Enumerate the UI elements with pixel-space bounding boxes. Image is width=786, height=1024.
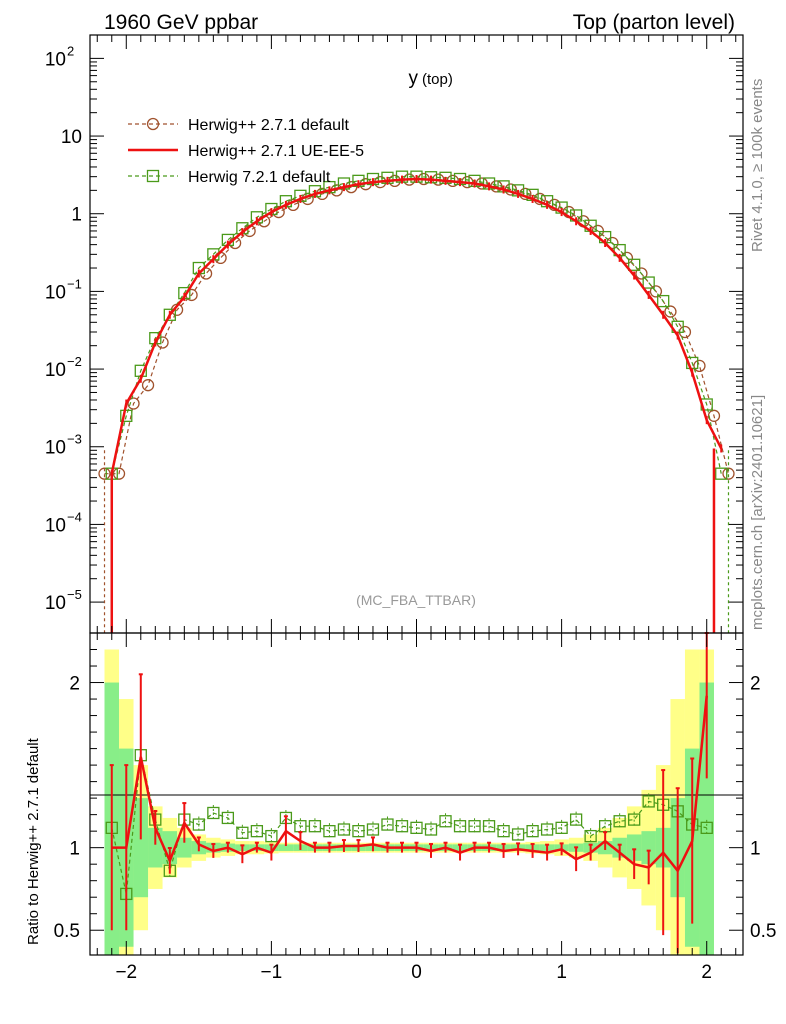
y-tick-label: 10: [45, 360, 66, 381]
ratio-point-herwig7: [468, 820, 481, 833]
y-tick-exponent: −2: [67, 354, 82, 369]
band-inner: [626, 834, 642, 861]
point-herwig-default: [693, 359, 706, 373]
band-inner: [177, 837, 192, 858]
point-herwig7: [657, 294, 670, 308]
ratio-point-herwig7: [250, 825, 264, 838]
band-inner: [133, 798, 149, 898]
ratio-y-tick-label-right: 2: [750, 674, 761, 695]
x-tick-label: 2: [701, 962, 712, 983]
point-herwig-default: [112, 467, 126, 480]
ratio-y-tick-label-right: 1: [750, 839, 761, 860]
plot-title: y: [409, 68, 419, 89]
ratio-point-herwig7: [453, 820, 467, 833]
legend-entry-herwig-default: Herwig++ 2.7.1 default: [128, 117, 350, 134]
point-herwig7: [686, 356, 699, 370]
ratio-line-herwig7: [111, 755, 707, 895]
ratio-point-herwig7: [439, 815, 452, 828]
ratio-point-herwig7: [337, 823, 351, 836]
ratio-point-herwig7: [308, 820, 322, 833]
y-tick-exponent: −5: [67, 587, 82, 602]
ratio-point-herwig7: [540, 823, 554, 836]
ratio-point-herwig7: [642, 795, 655, 808]
ratio-point-herwig7: [569, 813, 583, 826]
y-tick-label: 10: [45, 593, 66, 614]
ratio-point-herwig7: [526, 825, 539, 838]
ratio-point-herwig7: [424, 823, 438, 836]
ratio-y-tick-label-left: 1: [69, 839, 80, 860]
legend-label-herwig-ueee5: Herwig++ 2.7.1 UE-EE-5: [188, 143, 364, 160]
ratio-y-tick-label-left: 2: [69, 674, 80, 695]
point-herwig7: [120, 409, 133, 422]
y-tick-exponent: −4: [67, 509, 82, 524]
point-herwig-default: [156, 336, 169, 349]
legend: Herwig++ 2.7.1 default Herwig++ 2.7.1 UE…: [128, 117, 364, 186]
point-herwig7: [628, 258, 641, 271]
y-tick-label: 10: [45, 515, 66, 536]
y-tick-label: 10: [45, 282, 66, 303]
ratio-y-tick-label-left: 0.5: [54, 921, 80, 942]
ratio-point-herwig7: [613, 815, 626, 828]
point-herwig7: [163, 308, 176, 321]
analysis-label: (MC_FBA_TTBAR): [356, 592, 476, 608]
ratio-line-herwig-ueee5: [111, 695, 708, 874]
plot-title-sub: (top): [422, 71, 453, 88]
ratio-point-herwig7: [584, 829, 597, 843]
ratio-ylabel: Ratio to Herwig++ 2.7.1 default: [25, 737, 42, 945]
header-left: 1960 GeV ppbar: [104, 11, 258, 34]
ratio-point-herwig7: [555, 821, 568, 835]
legend-entry-herwig7: Herwig 7.2.1 default: [128, 169, 331, 186]
ratio-point-herwig7: [628, 813, 641, 826]
point-herwig-default: [707, 409, 721, 422]
ratio-y-tick-label-right: 0.5: [750, 921, 776, 942]
x-tick-label: 0: [411, 962, 422, 983]
y-tick-label: 1: [71, 205, 82, 226]
band-inner: [278, 844, 294, 851]
point-herwig-default: [722, 467, 735, 480]
y-tick-label: 10: [45, 49, 66, 70]
x-tick-label: −2: [115, 962, 137, 983]
point-herwig-default: [127, 397, 140, 410]
point-herwig7: [715, 467, 728, 480]
point-herwig-default: [98, 467, 111, 480]
band-inner: [641, 831, 656, 865]
ratio-point-herwig7: [221, 811, 235, 825]
ratio-point-herwig7: [511, 828, 525, 841]
x-tick-label: −1: [261, 962, 283, 983]
ratio-point-herwig7: [700, 821, 713, 835]
ratio-point-herwig7: [207, 806, 220, 820]
ratio-point-herwig7: [497, 825, 510, 838]
mcplots-label: mcplots.cern.ch [arXiv:2401.10621]: [749, 395, 766, 630]
ratio-point-herwig7: [366, 823, 380, 836]
y-tick-label: 10: [61, 127, 82, 148]
ratio-panel: 0.5 0.5 1 1 2 2 −2 −1 0 1 2 Ratio to Herwig++ 2.7…: [25, 35, 776, 983]
point-herwig-default: [141, 379, 155, 392]
y-tick-label: 10: [45, 438, 66, 459]
legend-label-herwig-default: Herwig++ 2.7.1 default: [188, 117, 350, 134]
ratio-point-herwig7: [381, 818, 394, 831]
point-herwig-default: [664, 305, 677, 318]
ratio-point-herwig7: [236, 826, 249, 839]
header-right: Top (parton level): [573, 11, 735, 34]
legend-label-herwig7: Herwig 7.2.1 default: [188, 169, 331, 186]
point-herwig-default: [635, 267, 648, 280]
y-tick-exponent: −1: [67, 276, 82, 291]
ratio-point-herwig7: [482, 820, 496, 833]
point-herwig7: [642, 276, 655, 289]
ratio-point-herwig7: [410, 821, 423, 835]
legend-entry-herwig-ueee5: Herwig++ 2.7.1 UE-EE-5: [128, 143, 364, 160]
x-tick-label: 1: [556, 962, 567, 983]
ratio-point-herwig7: [395, 820, 409, 833]
band-inner: [699, 682, 714, 955]
point-herwig-default: [620, 251, 634, 265]
y-tick-exponent: 2: [67, 43, 74, 58]
ratio-point-herwig7: [323, 825, 336, 838]
ratio-point-herwig7: [352, 825, 365, 838]
point-herwig-default: [649, 285, 663, 298]
y-tick-exponent: −3: [67, 432, 82, 447]
ratio-point-herwig7: [265, 829, 278, 843]
ratio-point-herwig7: [192, 818, 205, 831]
rivet-label: Rivet 4.1.0, ≥ 100k events: [749, 79, 766, 252]
